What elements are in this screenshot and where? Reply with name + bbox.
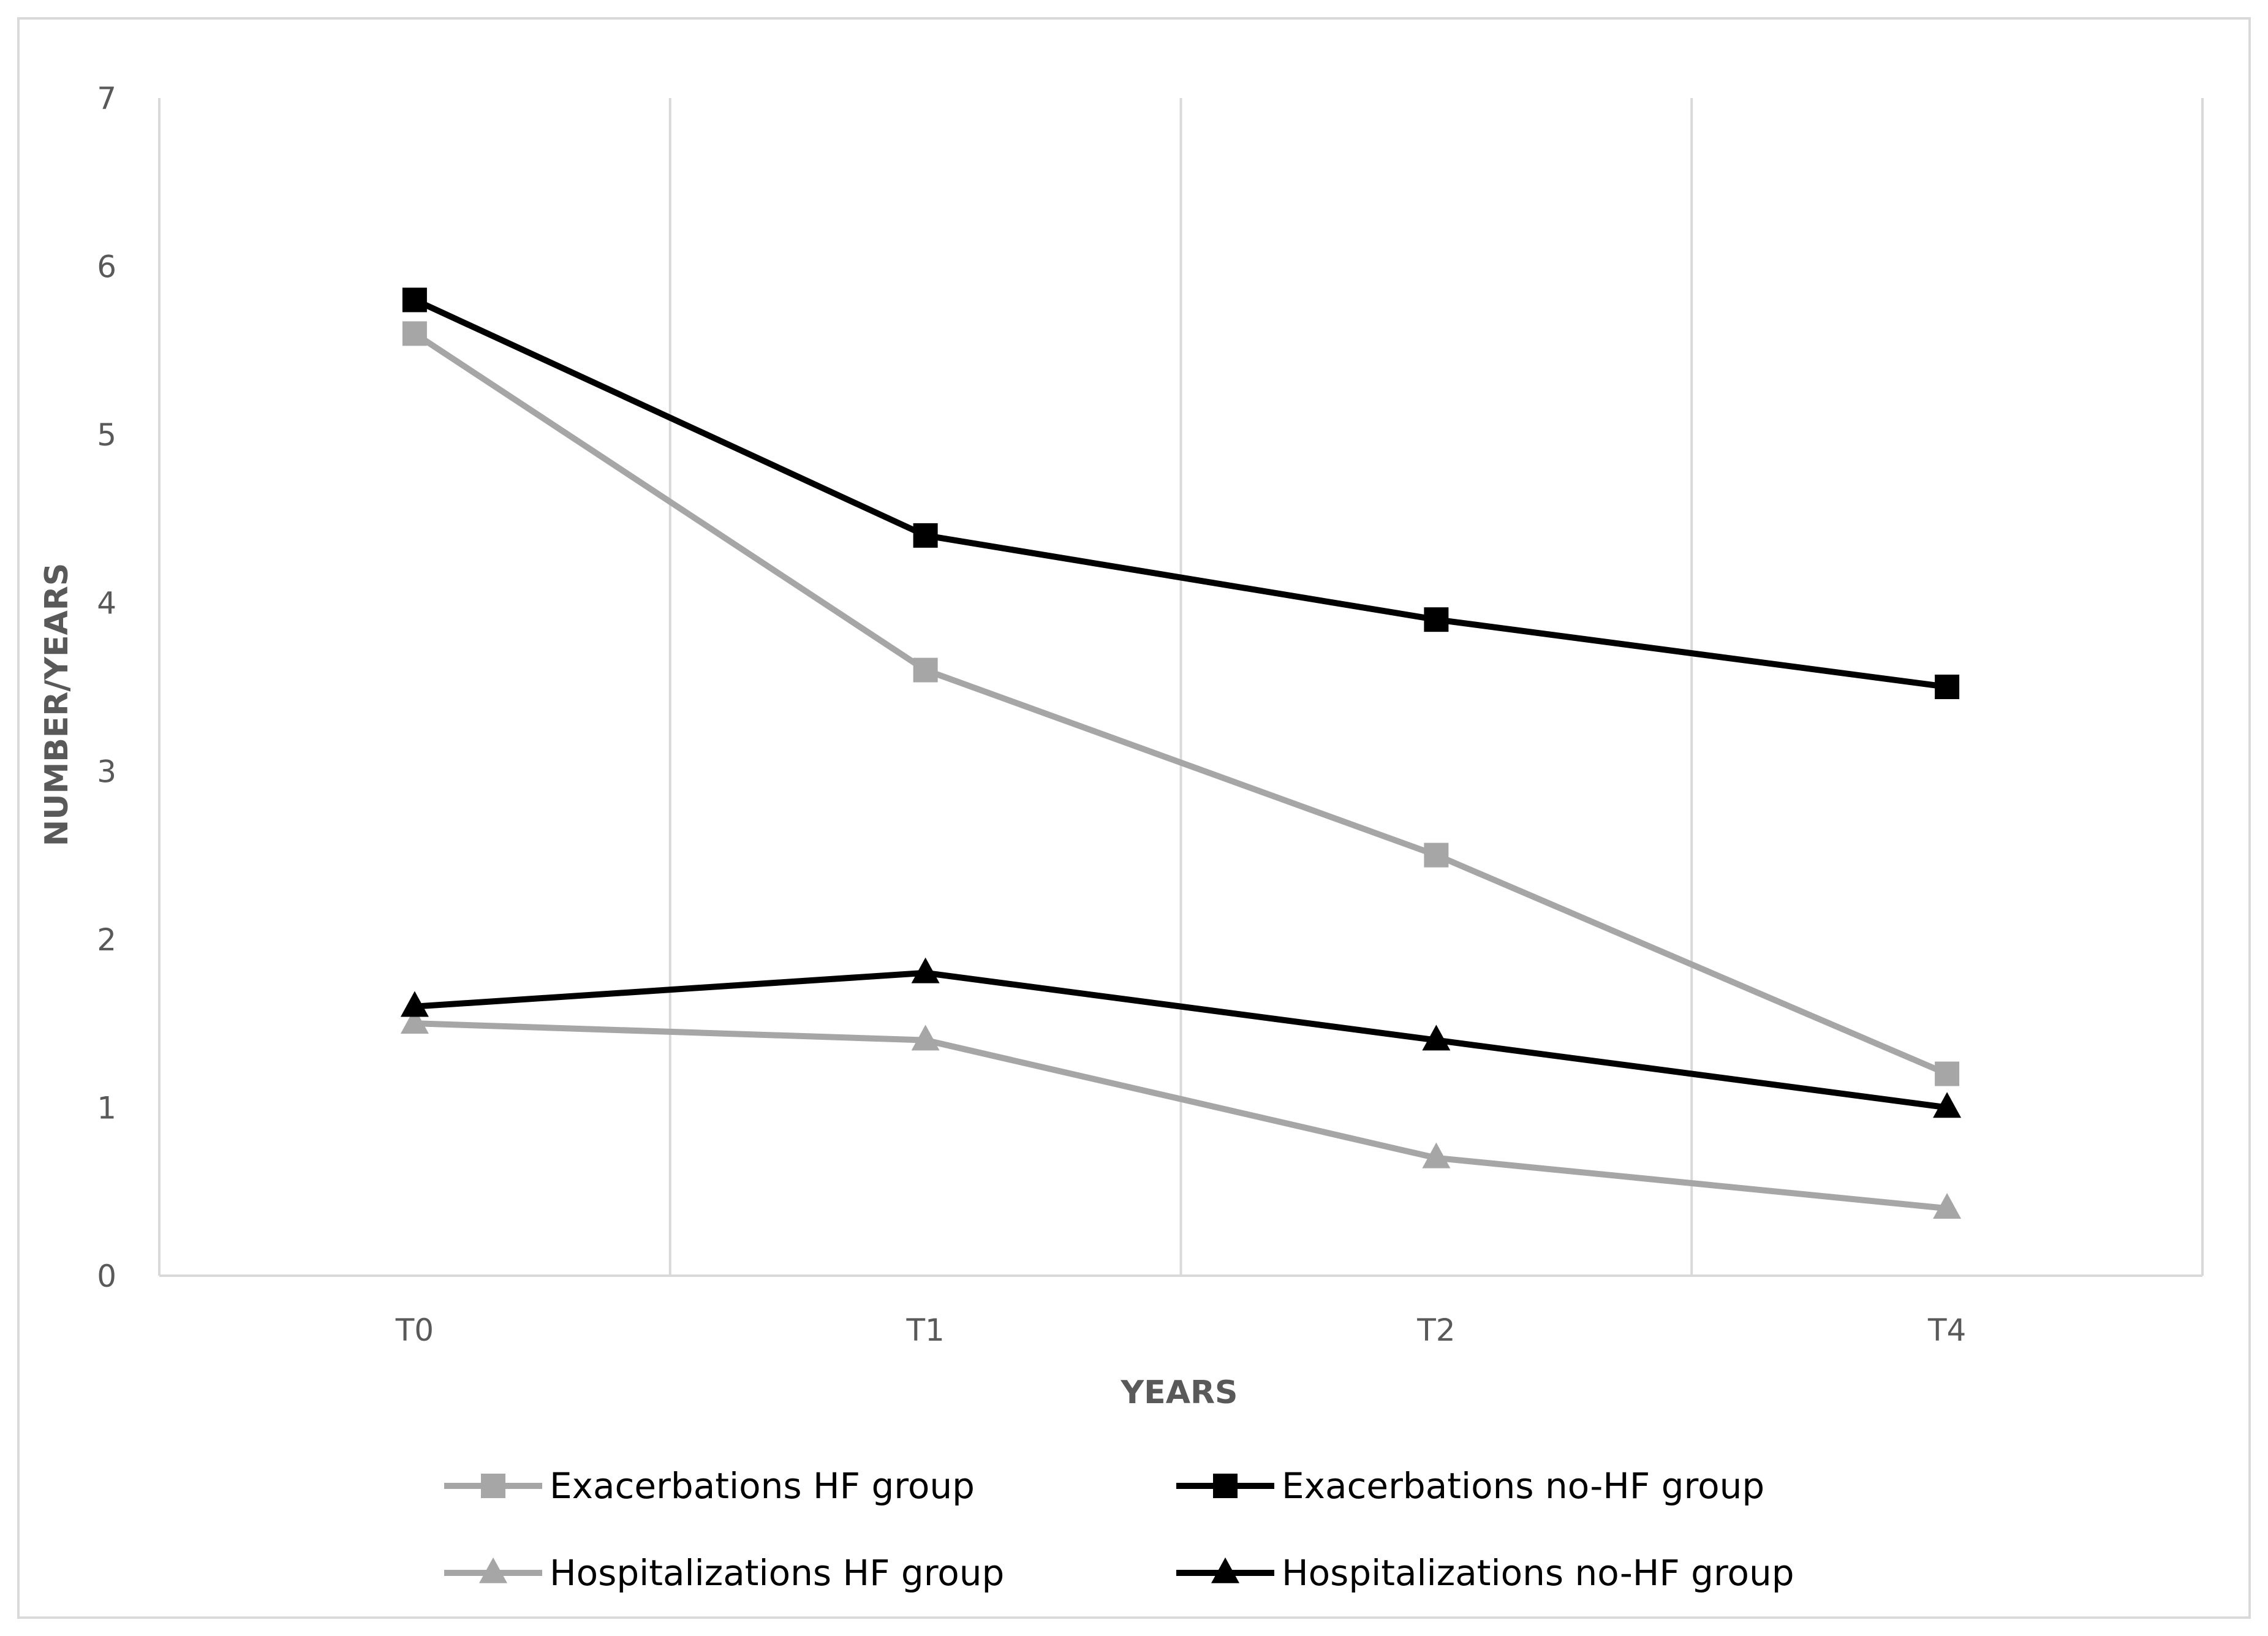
y-tick-label: 0: [97, 1259, 116, 1294]
data-point: [1422, 1024, 1451, 1051]
legend: Exacerbations HF group Exacerbations no-H…: [444, 1465, 1794, 1594]
series-4: [400, 957, 1962, 1118]
y-tick-label: 2: [97, 922, 116, 958]
legend-marker: [479, 1557, 507, 1583]
series-line: [414, 1020, 1948, 1212]
data-point: [1933, 1092, 1962, 1118]
legend-item: Hospitalizations no-HF group: [1176, 1552, 1794, 1594]
data-point: [402, 321, 427, 346]
legend-label: Exacerbations HF group: [550, 1465, 975, 1507]
x-tick-label: T4: [1927, 1312, 1966, 1348]
y-tick-label: 7: [97, 81, 116, 116]
y-tick-labels: 0 1 2 3 4 5 6 7: [97, 81, 116, 1294]
series-2: [402, 287, 1960, 699]
y-tick-label: 1: [97, 1090, 116, 1126]
series-group: [400, 287, 1962, 1219]
x-tick-label: T0: [395, 1312, 434, 1348]
gridlines: [158, 98, 2204, 1276]
series-3: [400, 1007, 1962, 1219]
x-tick-labels: T0 T1 T2 T4: [395, 1312, 1967, 1348]
legend-marker: [481, 1474, 505, 1498]
y-axis-title: NUMBER/YEARS: [39, 563, 75, 847]
series-line: [414, 969, 1948, 1111]
data-point: [911, 1024, 940, 1051]
data-point: [1422, 1142, 1451, 1168]
y-tick-label: 6: [97, 249, 116, 285]
legend-label: Exacerbations no-HF group: [1282, 1465, 1764, 1507]
x-axis-title: YEARS: [1121, 1374, 1238, 1411]
legend-item: Exacerbations HF group: [444, 1465, 975, 1507]
legend-marker: [1213, 1474, 1238, 1498]
data-point: [911, 957, 940, 983]
series-line: [413, 297, 1948, 690]
data-point: [1935, 1061, 1960, 1086]
data-point: [1424, 843, 1449, 868]
legend-marker: [1211, 1557, 1239, 1583]
y-tick-label: 3: [97, 754, 116, 789]
x-tick-label: T2: [1416, 1312, 1455, 1348]
y-tick-label: 4: [97, 586, 116, 621]
data-point: [402, 287, 427, 312]
data-point: [913, 657, 938, 683]
data-point: [400, 991, 429, 1017]
x-tick-label: T1: [905, 1312, 944, 1348]
data-point: [400, 1007, 429, 1034]
data-point: [913, 523, 938, 548]
series-1: [402, 321, 1960, 1086]
data-point: [1935, 675, 1960, 699]
data-point: [1424, 607, 1449, 632]
legend-label: Hospitalizations HF group: [550, 1552, 1004, 1594]
legend-item: Exacerbations no-HF group: [1176, 1465, 1764, 1507]
data-point: [1933, 1192, 1962, 1219]
y-tick-label: 5: [97, 417, 116, 453]
chart-border: [17, 17, 2251, 1619]
series-line: [413, 331, 1949, 1077]
legend-label: Hospitalizations no-HF group: [1282, 1552, 1794, 1594]
legend-item: Hospitalizations HF group: [444, 1552, 1004, 1594]
